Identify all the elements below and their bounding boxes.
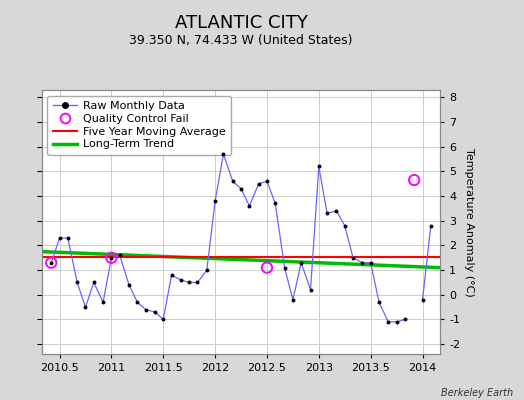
Point	[280, 264, 289, 271]
Point	[289, 296, 297, 303]
Point	[63, 235, 72, 241]
Point	[151, 309, 159, 315]
Point	[271, 200, 279, 207]
Point	[245, 203, 254, 209]
Point	[185, 279, 193, 286]
Point	[358, 260, 367, 266]
Point	[366, 260, 375, 266]
Point	[81, 304, 90, 310]
Point	[133, 299, 141, 305]
Point	[90, 279, 98, 286]
Point	[323, 210, 331, 216]
Point	[332, 208, 341, 214]
Point	[177, 277, 185, 283]
Point	[392, 319, 401, 325]
Point	[159, 316, 168, 323]
Text: Berkeley Earth: Berkeley Earth	[441, 388, 514, 398]
Point	[410, 177, 419, 183]
Point	[375, 299, 383, 305]
Point	[107, 254, 116, 261]
Point	[203, 267, 211, 273]
Point	[115, 252, 124, 258]
Point	[47, 260, 56, 266]
Point	[349, 254, 357, 261]
Point	[219, 151, 227, 157]
Text: 39.350 N, 74.433 W (United States): 39.350 N, 74.433 W (United States)	[129, 34, 353, 47]
Point	[107, 254, 116, 261]
Point	[341, 222, 349, 229]
Point	[47, 260, 56, 266]
Point	[418, 296, 427, 303]
Point	[211, 198, 220, 204]
Point	[263, 264, 271, 271]
Point	[263, 178, 271, 184]
Point	[193, 279, 202, 286]
Point	[228, 178, 237, 184]
Point	[307, 287, 315, 293]
Point	[99, 299, 107, 305]
Point	[73, 279, 81, 286]
Text: ATLANTIC CITY: ATLANTIC CITY	[174, 14, 308, 32]
Point	[401, 316, 409, 323]
Point	[167, 272, 176, 278]
Point	[297, 260, 305, 266]
Point	[141, 306, 150, 313]
Legend: Raw Monthly Data, Quality Control Fail, Five Year Moving Average, Long-Term Tren: Raw Monthly Data, Quality Control Fail, …	[48, 96, 231, 155]
Y-axis label: Temperature Anomaly (°C): Temperature Anomaly (°C)	[464, 148, 474, 296]
Point	[314, 163, 323, 170]
Point	[427, 222, 435, 229]
Point	[125, 282, 133, 288]
Point	[56, 235, 64, 241]
Point	[255, 180, 263, 187]
Point	[237, 186, 245, 192]
Point	[384, 319, 392, 325]
